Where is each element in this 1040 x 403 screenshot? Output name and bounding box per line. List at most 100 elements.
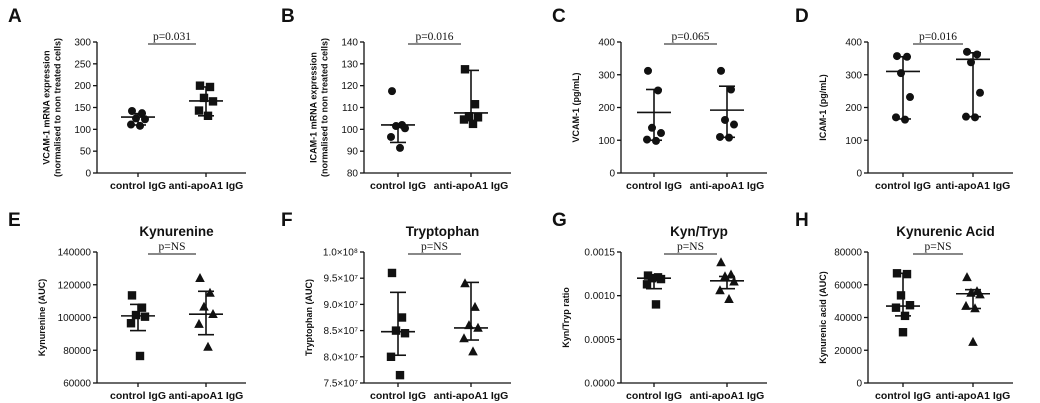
data-point	[716, 257, 726, 267]
pvalue-label: p=0.016	[919, 31, 957, 43]
data-point	[459, 115, 469, 124]
panel-g: G Kyn/Tryp 0.0000 0.0005 0.0010 0.0015 control…	[552, 210, 767, 402]
data-point	[126, 319, 136, 328]
y-tick-label: 100	[598, 136, 615, 147]
x-tick-label: control IgG	[875, 390, 931, 402]
x-tick-label: anti-apoA1 IgG	[936, 390, 1011, 402]
data-point	[971, 113, 979, 122]
data-point	[395, 370, 405, 380]
y-axis-label: VCAM-1 (pg/mL)	[571, 73, 581, 143]
y-tick-label: 20000	[834, 346, 862, 357]
x-tick-label: control IgG	[626, 390, 682, 402]
data-point	[729, 276, 739, 286]
y-axis-label: Kyn/Tryp ratio	[561, 287, 571, 348]
panel-a: A 0 50 100 150 200 250 300 control IgG anti-apoA1…	[8, 6, 246, 192]
y-tick-label: 1.0×10⁸	[323, 248, 358, 259]
data-point	[966, 287, 976, 297]
y-tick-label: 140	[341, 38, 358, 49]
panel-f: F Tryptophan 7.5×10⁷ 8.0×10⁷ 8.5×10⁷ 9.0×10⁷ 9…	[281, 210, 511, 402]
y-tick-label: 60000	[63, 379, 91, 390]
data-point	[652, 136, 660, 145]
data-point	[898, 328, 908, 337]
data-point	[135, 351, 145, 361]
y-axis-label: ICAM-1 mRNA expression	[309, 52, 319, 163]
y-axis-label: (normalised to non treated cells)	[320, 38, 330, 177]
data-point	[459, 333, 469, 343]
y-tick-label: 100	[341, 125, 358, 136]
data-point	[726, 269, 736, 279]
panel-d: D 0 100 200 300 400 control IgG anti-apoA1 IgG I…	[795, 6, 1013, 192]
x-tick-label: control IgG	[370, 180, 426, 192]
y-axis-label: VCAM-1 mRNA expression	[42, 50, 52, 164]
y-tick-label: 50	[80, 147, 92, 158]
data-point	[963, 47, 971, 56]
y-tick-label: 0	[856, 169, 862, 180]
data-point	[195, 81, 205, 90]
y-tick-label: 100000	[58, 313, 92, 324]
panel-letter: B	[281, 6, 295, 27]
data-point	[199, 301, 209, 311]
x-tick-label: anti-apoA1 IgG	[690, 390, 765, 402]
data-point	[401, 124, 409, 133]
y-tick-label: 250	[74, 59, 91, 70]
x-tick-label: control IgG	[110, 390, 166, 402]
data-point	[387, 132, 395, 141]
panel-h: H Kynurenic Acid 0 20000 40000 60000 80000 cont…	[795, 210, 1013, 402]
data-point	[460, 278, 470, 288]
data-point	[906, 93, 914, 102]
chart-title: Tryptophan	[406, 224, 480, 239]
panel-letter: C	[552, 6, 566, 27]
y-tick-label: 110	[342, 103, 358, 114]
y-tick-label: 0.0015	[584, 248, 615, 259]
data-point	[397, 313, 407, 322]
panel-c: C 0 100 200 300 400 control IgG anti-apoA1 IgG V…	[552, 6, 767, 192]
data-point	[396, 143, 404, 152]
pvalue-label: p=NS	[159, 241, 186, 253]
y-axis-label: Tryptophan (AUC)	[304, 279, 314, 356]
data-point	[896, 291, 906, 300]
data-point	[208, 97, 218, 106]
pvalue-label: p=NS	[421, 241, 448, 253]
y-tick-label: 0.0005	[584, 335, 615, 346]
data-point	[127, 120, 135, 129]
data-point	[473, 113, 483, 122]
data-point	[721, 115, 729, 124]
data-point	[391, 326, 401, 335]
data-point	[136, 121, 144, 130]
data-point	[897, 69, 905, 78]
data-point	[195, 273, 205, 282]
data-point	[902, 269, 912, 279]
y-tick-label: 90	[347, 147, 359, 158]
data-point	[968, 336, 978, 346]
data-point	[141, 115, 149, 124]
data-point	[657, 129, 665, 138]
data-point	[203, 111, 213, 120]
data-point	[892, 269, 902, 278]
x-tick-label: anti-apoA1 IgG	[690, 180, 765, 192]
data-point	[727, 85, 735, 94]
y-tick-label: 0.0010	[584, 291, 615, 302]
data-point	[961, 300, 971, 310]
panel-letter: F	[281, 210, 293, 231]
data-point	[892, 113, 900, 122]
data-point	[725, 133, 733, 142]
data-point	[132, 114, 140, 123]
y-tick-label: 300	[845, 70, 862, 81]
data-point	[643, 135, 651, 144]
y-tick-label: 120000	[58, 280, 92, 291]
y-tick-label: 60000	[834, 280, 862, 291]
data-point	[967, 58, 975, 67]
data-point	[199, 93, 209, 103]
data-point	[975, 289, 985, 299]
data-point	[386, 352, 396, 361]
y-tick-label: 130	[341, 59, 358, 70]
data-point	[654, 86, 662, 95]
x-tick-label: anti-apoA1 IgG	[936, 180, 1011, 192]
data-point	[392, 122, 400, 131]
data-point	[127, 291, 137, 300]
data-point	[468, 346, 478, 356]
data-point	[648, 123, 656, 132]
y-tick-label: 8.0×10⁷	[324, 352, 359, 363]
y-tick-label: 9.5×10⁷	[324, 274, 359, 285]
data-point	[962, 272, 972, 282]
